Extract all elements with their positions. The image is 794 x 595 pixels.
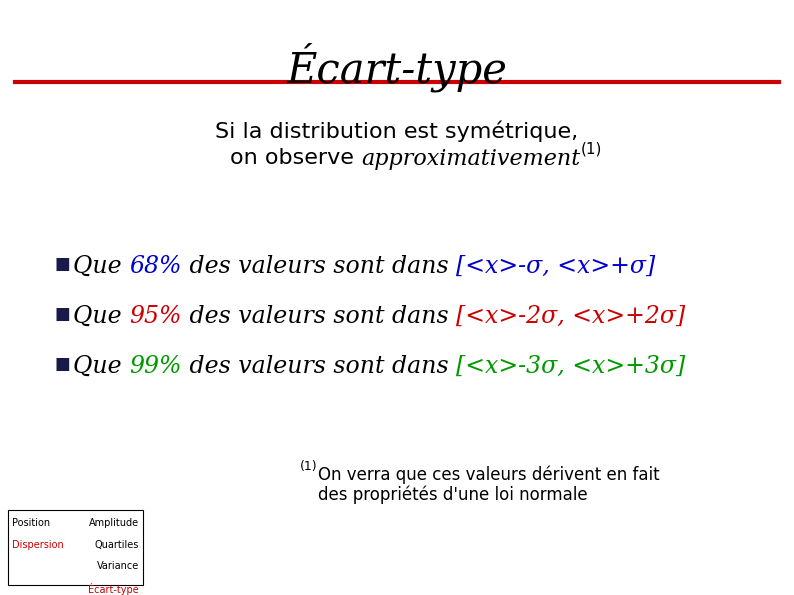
Text: Variance: Variance (97, 561, 139, 571)
Text: Amplitude: Amplitude (89, 518, 139, 528)
Text: (1): (1) (580, 141, 602, 156)
Text: des valeurs sont dans: des valeurs sont dans (182, 355, 456, 378)
Text: On verra que ces valeurs dérivent en fait: On verra que ces valeurs dérivent en fai… (318, 465, 660, 484)
Text: ■: ■ (55, 355, 71, 373)
Text: Que: Que (73, 355, 129, 378)
Text: 95%: 95% (129, 305, 182, 328)
Text: des valeurs sont dans: des valeurs sont dans (182, 305, 456, 328)
Text: (1): (1) (300, 460, 318, 473)
Text: ■: ■ (55, 255, 71, 273)
Text: approximativement: approximativement (361, 148, 580, 170)
Text: Position: Position (12, 518, 50, 528)
Text: [<x>-σ, <x>+σ]: [<x>-σ, <x>+σ] (456, 255, 655, 278)
Text: Quartiles: Quartiles (94, 540, 139, 550)
Text: des propriétés d'une loi normale: des propriétés d'une loi normale (318, 486, 588, 505)
Text: 99%: 99% (129, 355, 182, 378)
Text: Dispersion: Dispersion (12, 540, 64, 550)
Text: [<x>-2σ, <x>+2σ]: [<x>-2σ, <x>+2σ] (456, 305, 685, 328)
Text: 68%: 68% (129, 255, 182, 278)
Text: des valeurs sont dans: des valeurs sont dans (182, 255, 456, 278)
Text: Écart-type: Écart-type (287, 42, 507, 92)
Text: Que: Que (73, 255, 129, 278)
Text: Écart-type: Écart-type (88, 583, 139, 595)
Text: Si la distribution est symétrique,: Si la distribution est symétrique, (215, 120, 579, 142)
Text: Que: Que (73, 305, 129, 328)
Bar (8, 510, 143, 585)
Text: ■: ■ (55, 305, 71, 323)
Text: on observe: on observe (230, 148, 361, 168)
Text: [<x>-3σ, <x>+3σ]: [<x>-3σ, <x>+3σ] (456, 355, 685, 378)
